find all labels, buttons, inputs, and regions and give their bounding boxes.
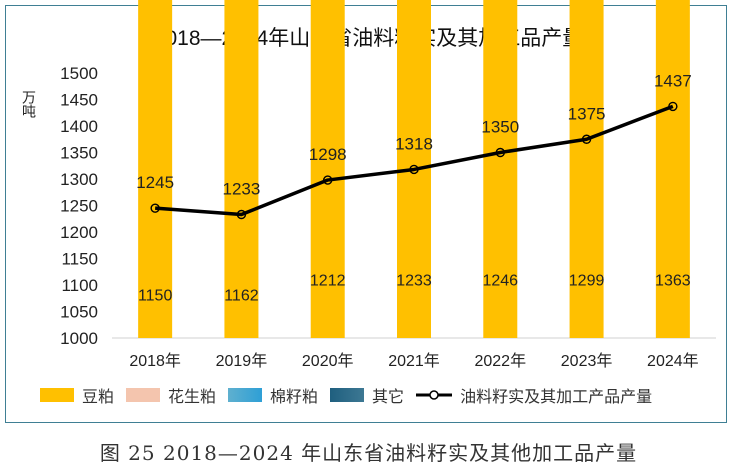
x-tick-label: 2023年 xyxy=(561,352,613,370)
legend-label: 花生粕 xyxy=(168,387,217,406)
total-marker xyxy=(236,209,247,220)
y-tick-label: 1050 xyxy=(60,303,98,322)
x-tick-label: 2021年 xyxy=(388,352,440,370)
data-label: 1212 xyxy=(310,273,346,290)
bar-segment-soymeal xyxy=(655,0,690,338)
y-tick-label: 1400 xyxy=(60,117,98,136)
legend-item-soymeal: 豆粕 xyxy=(40,383,114,407)
total-marker xyxy=(150,203,160,213)
y-tick-label: 1500 xyxy=(60,64,98,83)
total-marker xyxy=(409,164,419,175)
total-marker xyxy=(668,101,678,112)
total-marker xyxy=(495,147,505,158)
x-tick-label: 2022年 xyxy=(474,352,526,370)
total-label: 1298 xyxy=(309,145,347,164)
total-line xyxy=(155,104,674,217)
legend-item-peanut-meal: 花生粕 xyxy=(126,383,216,407)
y-axis-label: 万吨 xyxy=(20,90,36,118)
bar-segment-soymeal xyxy=(310,0,345,338)
total-label: 1375 xyxy=(568,104,606,123)
total-label: 1233 xyxy=(223,180,261,199)
y-tick-label: 1250 xyxy=(60,197,98,216)
x-tick-label: 2018年 xyxy=(129,352,181,370)
total-label: 1245 xyxy=(136,173,174,192)
y-tick-label: 1300 xyxy=(60,170,98,189)
legend-swatch-other xyxy=(330,388,365,402)
total-marker xyxy=(323,175,333,185)
y-tick-label: 1200 xyxy=(60,223,98,242)
y-tick-label: 1150 xyxy=(61,250,98,269)
legend-swatch-soymeal xyxy=(40,388,74,402)
bar-segment-soymeal xyxy=(224,0,259,338)
y-tick-label: 1100 xyxy=(61,276,98,295)
chart-title: 2018—2024年山东省油料籽实及其加工品产量 xyxy=(153,27,584,50)
bar-segment-soymeal xyxy=(483,0,518,338)
y-tick-label: 1350 xyxy=(60,144,98,163)
bar-segment-soymeal xyxy=(569,0,604,338)
x-tick-label: 2020年 xyxy=(302,352,354,370)
y-tick-label: 1000 xyxy=(60,329,98,348)
legend-item-cottonseed-meal: 棉籽粕 xyxy=(228,383,318,407)
data-label: 1363 xyxy=(655,273,691,290)
legend-label: 其它 xyxy=(372,387,405,406)
total-label: 1350 xyxy=(481,118,519,137)
total-marker xyxy=(581,134,592,144)
legend-swatch-peanut-meal xyxy=(126,388,161,402)
x-tick-label: 2019年 xyxy=(216,352,268,370)
x-tick-label: 2024年 xyxy=(647,352,699,370)
figure-caption: 图 25 2018—2024 年山东省油料籽实及其他加工品产量 xyxy=(99,441,638,465)
legend-label: 豆粕 xyxy=(82,387,115,406)
total-label: 1437 xyxy=(654,71,692,90)
legend-label: 油料籽实及其加工产品产量 xyxy=(460,387,653,406)
total-label: 1318 xyxy=(395,134,433,153)
y-tick-label: 1450 xyxy=(60,91,98,110)
legend-item-total: 油料籽实及其加工产品产量 xyxy=(416,383,652,407)
data-label: 1162 xyxy=(224,288,259,305)
legend-line-marker-icon xyxy=(416,390,453,400)
chart-frame xyxy=(5,5,727,423)
data-label: 1299 xyxy=(569,273,605,290)
bar-segment-soymeal xyxy=(138,0,173,338)
data-label: 1150 xyxy=(138,288,173,305)
legend: 豆粕 花生粕 棉籽粕 其它 油料籽实及其加工产品产量 xyxy=(40,383,664,407)
legend-label: 棉籽粕 xyxy=(270,387,319,406)
legend-item-other: 其它 xyxy=(330,383,404,407)
legend-swatch-cottonseed-meal xyxy=(228,388,263,402)
data-label: 1233 xyxy=(396,273,432,290)
data-label: 1246 xyxy=(482,273,518,290)
